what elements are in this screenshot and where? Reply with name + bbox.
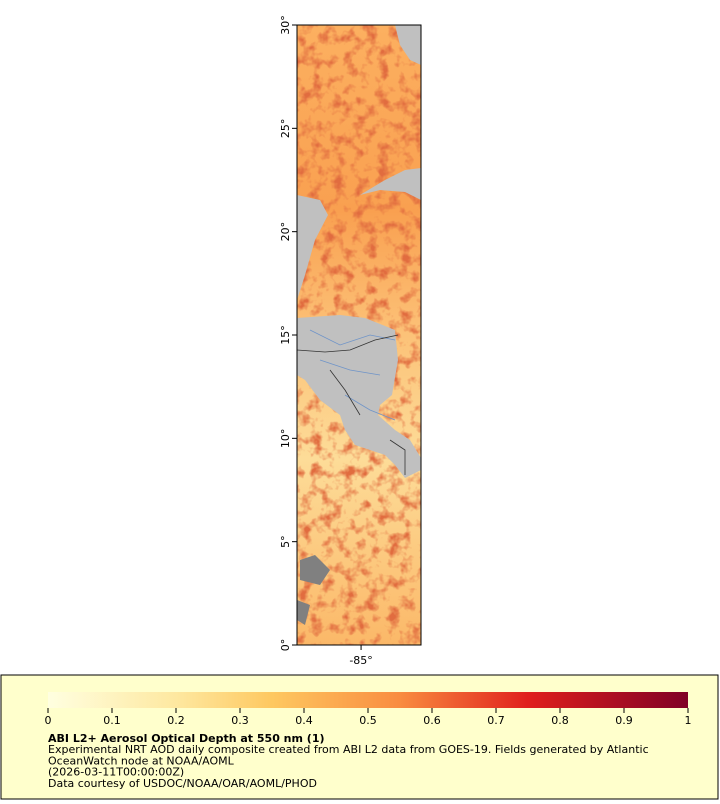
y-tick-label: 15°: [279, 325, 292, 345]
colorbar-tick-label: 0.3: [231, 714, 249, 727]
colorbar-tick-label: 0.6: [423, 714, 441, 727]
y-tick-label: 10°: [279, 429, 292, 449]
colorbar-tick-label: 1: [685, 714, 692, 727]
legend-line: OceanWatch node at NOAA/AOML: [48, 754, 235, 767]
y-tick-label: 30°: [279, 15, 292, 35]
legend-line: Data courtesy of USDOC/NOAA/OAR/AOML/PHO…: [48, 777, 317, 790]
colorbar-tick-label: 0: [45, 714, 52, 727]
y-tick-label: 20°: [279, 222, 292, 242]
y-tick-label: 5°: [279, 535, 292, 548]
colorbar-tick-label: 0.8: [551, 714, 569, 727]
y-tick-label: 0°: [279, 639, 292, 652]
colorbar-tick-label: 0.2: [167, 714, 185, 727]
legend-line: Experimental NRT AOD daily composite cre…: [48, 743, 649, 756]
colorbar-tick-label: 0.7: [487, 714, 505, 727]
colorbar-tick-label: 0.4: [295, 714, 313, 727]
colorbar: [48, 692, 688, 708]
colorbar-tick-label: 0.5: [359, 714, 377, 727]
legend-title: ABI L2+ Aerosol Optical Depth at 550 nm …: [48, 732, 325, 745]
colorbar-tick-label: 0.1: [103, 714, 121, 727]
x-tick-label: -85°: [349, 654, 372, 667]
map-raster: [297, 25, 421, 645]
y-tick-label: 25°: [279, 119, 292, 139]
legend-line: (2026-03-11T00:00:00Z): [48, 766, 184, 779]
colorbar-tick-label: 0.9: [615, 714, 633, 727]
